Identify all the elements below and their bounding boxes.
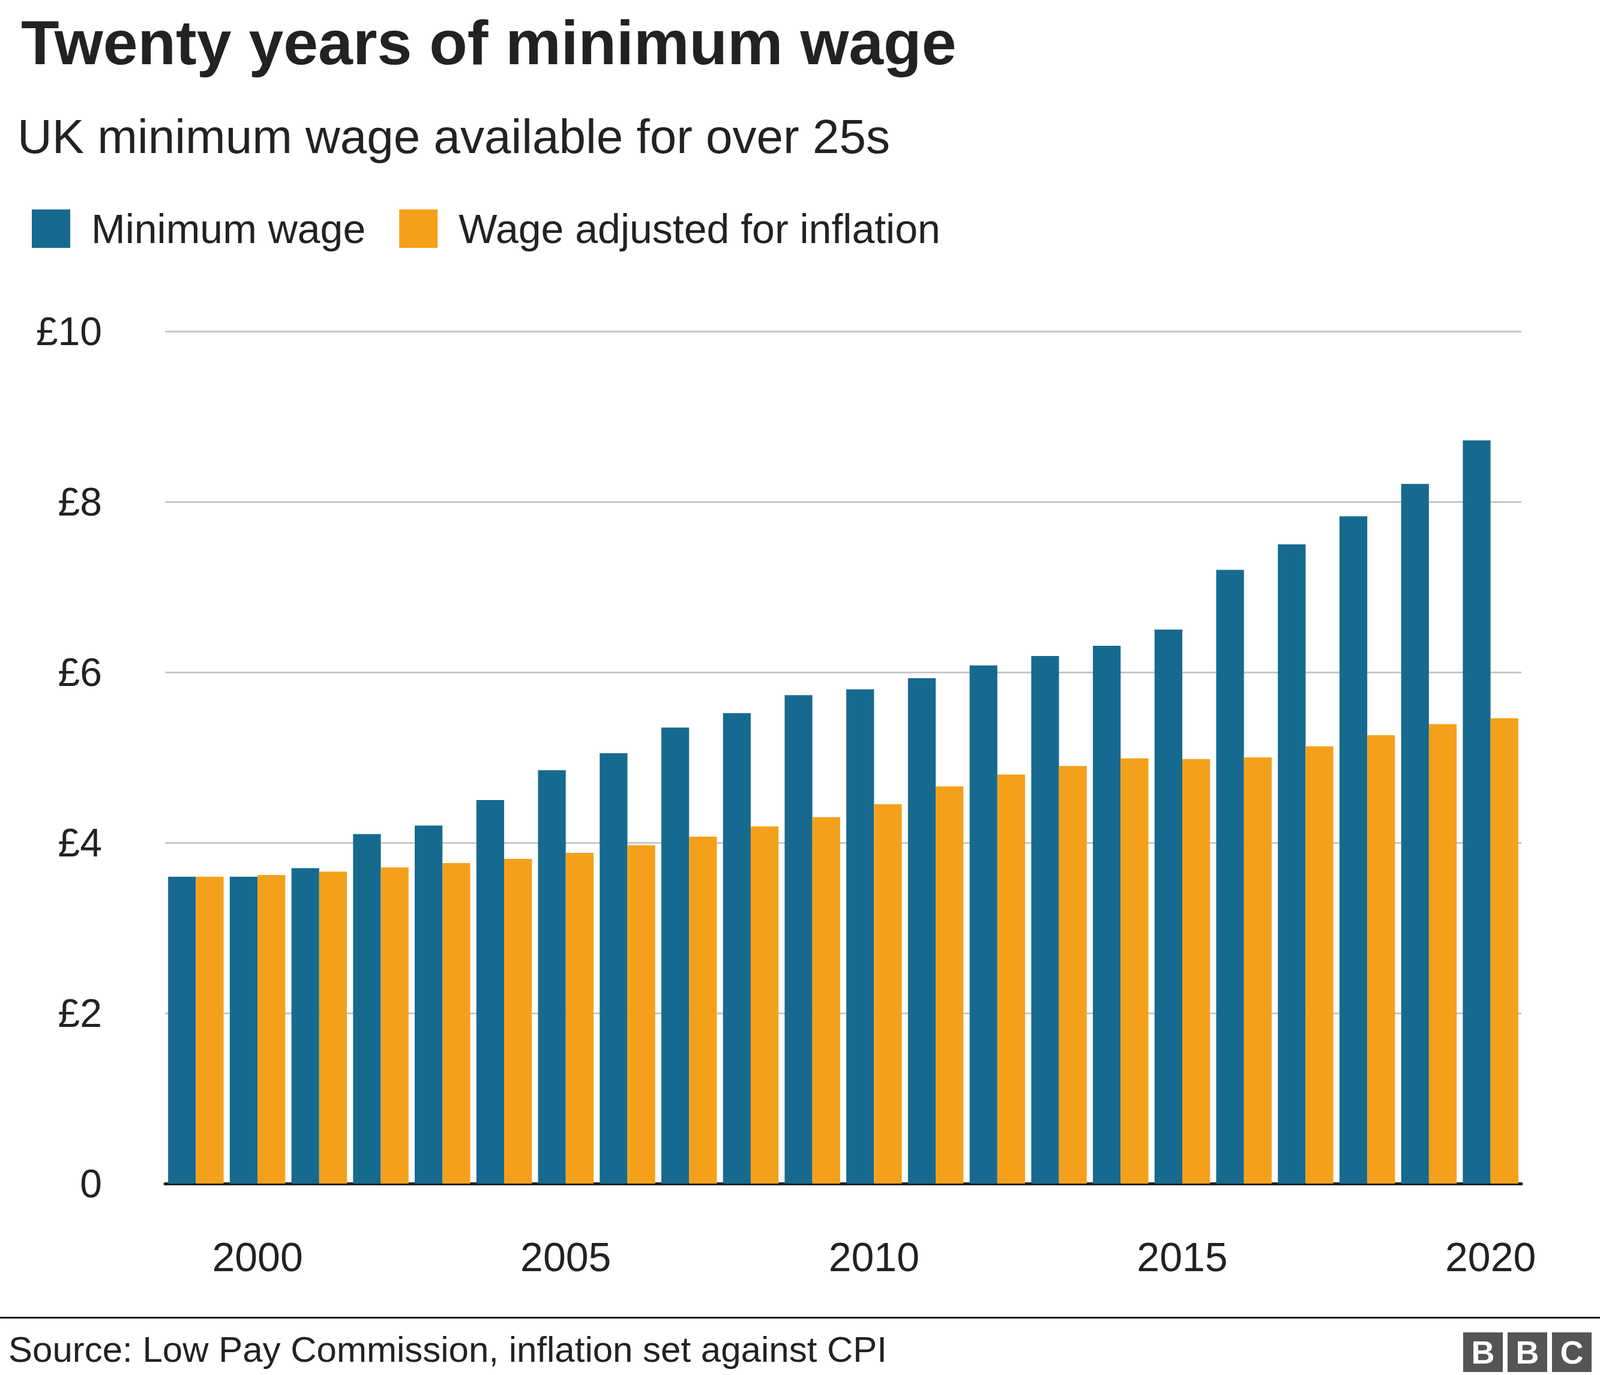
svg-text:2020: 2020 [1445, 1233, 1536, 1280]
svg-text:2000: 2000 [211, 1233, 303, 1280]
svg-text:£10: £10 [36, 309, 103, 354]
svg-text:UK minimum wage available for: UK minimum wage available for over 25s [17, 109, 891, 164]
svg-text:£4: £4 [58, 820, 103, 865]
svg-text:Wage adjusted for inflation: Wage adjusted for inflation [458, 205, 941, 252]
svg-text:0: 0 [79, 1161, 103, 1206]
svg-text:£2: £2 [58, 990, 103, 1036]
svg-text:£8: £8 [58, 479, 103, 524]
svg-text:C: C [1560, 1334, 1584, 1371]
svg-text:B: B [1471, 1334, 1495, 1371]
svg-text:£6: £6 [58, 649, 103, 695]
svg-text:B: B [1515, 1334, 1540, 1371]
svg-text:Minimum wage: Minimum wage [91, 205, 366, 252]
svg-text:Source: Low Pay Commission, in: Source: Low Pay Commission, inflation se… [8, 1329, 888, 1370]
svg-text:2015: 2015 [1136, 1233, 1228, 1280]
svg-text:2005: 2005 [520, 1233, 611, 1280]
svg-text:Twenty years of minimum wage: Twenty years of minimum wage [21, 7, 957, 78]
svg-text:2010: 2010 [828, 1233, 920, 1280]
